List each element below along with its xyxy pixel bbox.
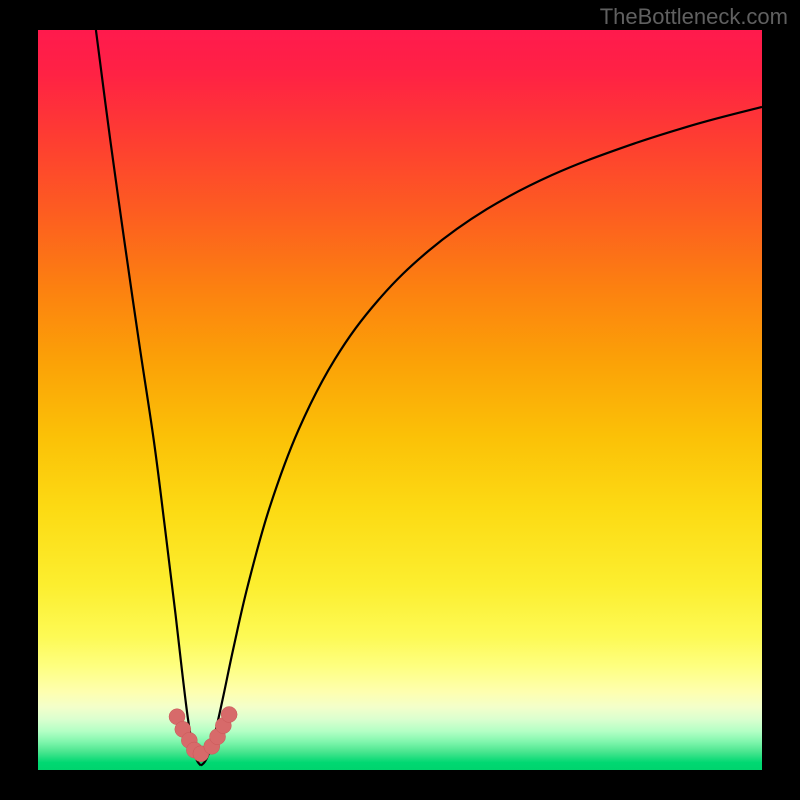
watermark-text: TheBottleneck.com [600,4,788,30]
bottleneck-chart [0,0,800,800]
chart-container: TheBottleneck.com [0,0,800,800]
plot-background [38,30,762,770]
marker-point [221,707,237,723]
